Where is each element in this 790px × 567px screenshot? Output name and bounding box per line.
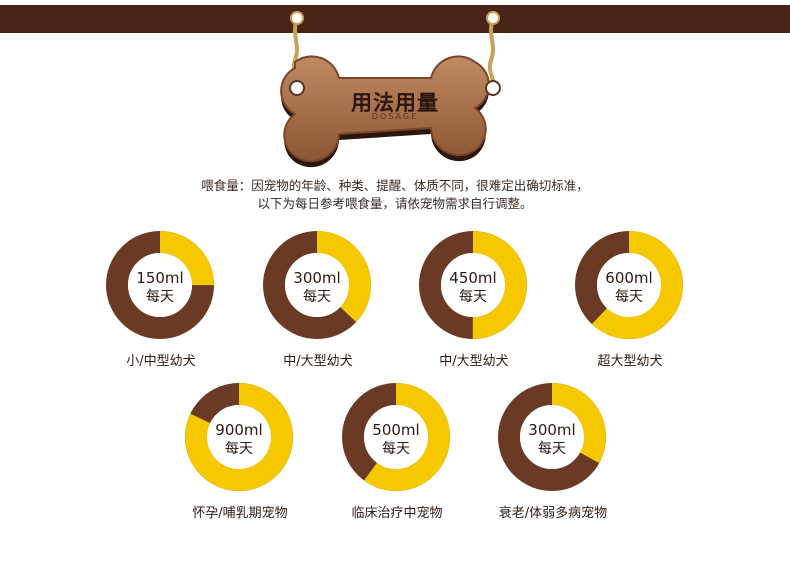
ring-center: [364, 405, 428, 469]
ring-fill: [263, 231, 371, 339]
dose-label: 怀孕/哺乳期宠物: [192, 506, 288, 521]
dose-unit: 每天: [382, 441, 410, 457]
dose-amount: 300ml: [528, 421, 576, 439]
ring-chart: [575, 231, 683, 339]
dose-unit: 每天: [146, 289, 174, 305]
ring-chart: [498, 383, 606, 491]
ring-fill: [419, 231, 527, 339]
ring-center: [441, 253, 505, 317]
dosage-ring-6: 500ml 每天: [340, 381, 452, 493]
ring-fill: [575, 231, 683, 339]
ring-fill: [342, 383, 450, 491]
dose-amount: 500ml: [372, 421, 420, 439]
dose-amount: 900ml: [215, 421, 263, 439]
section-subtitle: DOSAGE: [371, 112, 419, 121]
dose-amount: 600ml: [605, 269, 653, 287]
ring-chart: [106, 231, 214, 339]
ring-chart: [263, 231, 371, 339]
dosage-ring-7: 300ml 每天: [496, 381, 608, 493]
dose-unit: 每天: [459, 289, 487, 305]
ring-chart: [185, 383, 293, 491]
rope-right: [487, 17, 496, 89]
ring-center: [128, 253, 192, 317]
dose-label: 衰老/体弱多病宠物: [498, 506, 608, 521]
dosage-ring-5: 900ml 每天: [183, 381, 295, 493]
ring-center: [285, 253, 349, 317]
intro-line-1: 喂食量：因宠物的年龄、种类、提醒、体质不同，很难定出确切标准，: [201, 178, 589, 193]
ring-chart: [342, 383, 450, 491]
bone-sign: [280, 11, 501, 168]
dose-label: 中/大型幼犬: [283, 354, 353, 369]
ring-fill: [498, 383, 606, 491]
dose-amount: 300ml: [293, 269, 341, 287]
top-banner-bar: [0, 5, 790, 33]
dose-label: 超大型幼犬: [597, 354, 663, 369]
ring-center: [520, 405, 584, 469]
ring-center: [597, 253, 661, 317]
dose-amount: 150ml: [136, 269, 184, 287]
dose-unit: 每天: [225, 441, 253, 457]
dose-unit: 每天: [615, 289, 643, 305]
dose-label: 小/中型幼犬: [126, 354, 196, 369]
ring-chart: [419, 231, 527, 339]
dose-unit: 每天: [538, 441, 566, 457]
ring-fill: [185, 383, 293, 491]
section-title: 用法用量: [351, 91, 439, 115]
dose-amount: 450ml: [449, 269, 497, 287]
dose-label: 中/大型幼犬: [439, 354, 509, 369]
dose-unit: 每天: [303, 289, 331, 305]
dose-label: 临床治疗中宠物: [351, 506, 443, 521]
dosage-ring-2: 300ml 每天: [261, 229, 373, 341]
dosage-ring-3: 450ml 每天: [417, 229, 529, 341]
ring-center: [207, 405, 271, 469]
dosage-ring-1: 150ml 每天: [104, 229, 216, 341]
dosage-ring-4: 600ml 每天: [573, 229, 685, 341]
ring-fill: [106, 231, 214, 339]
intro-line-2: 以下为每日参考喂食量，请依宠物需求自行调整。: [257, 196, 533, 211]
